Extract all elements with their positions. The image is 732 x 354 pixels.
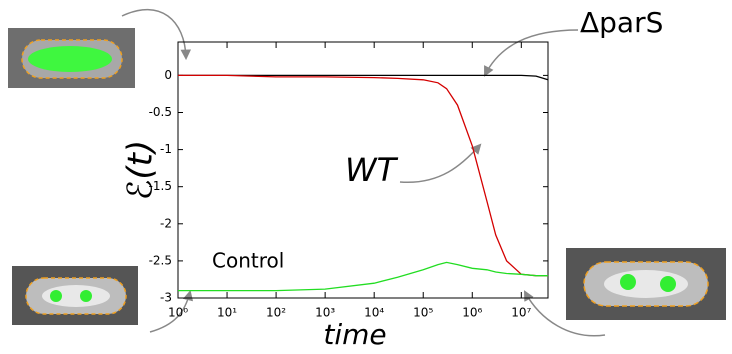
y-tick-label: -1 [160,142,172,156]
annotation: WT [345,151,399,189]
annotation: ΔparS [580,6,663,39]
y-tick-label: -2 [160,216,172,230]
y-axis-label: ℰ(t) [121,140,161,200]
y-tick-label: -2.5 [149,253,172,267]
y-tick-label: -3 [160,291,172,305]
x-tick-label: 10⁵ [413,306,433,320]
figure: 0-0.5-1-1.5-2-2.5-310⁰10¹10²10³10⁴10⁵10⁶… [0,0,732,350]
thumbnail-top-left [8,28,135,88]
x-tick-label: 10⁶ [462,306,482,320]
y-tick-label: -0.5 [149,105,172,119]
y-tick-label: 0 [164,68,172,82]
x-tick-label: 10⁰ [168,306,188,320]
x-tick-label: 10¹ [217,306,237,320]
x-axis-label: time [323,318,386,350]
thumbnail-bottom-left [12,266,138,325]
x-tick-label: 10² [266,306,286,320]
thumbnail-bottom-right [566,248,726,320]
annotation: Control [212,249,284,273]
x-tick-label: 10⁷ [511,306,531,320]
